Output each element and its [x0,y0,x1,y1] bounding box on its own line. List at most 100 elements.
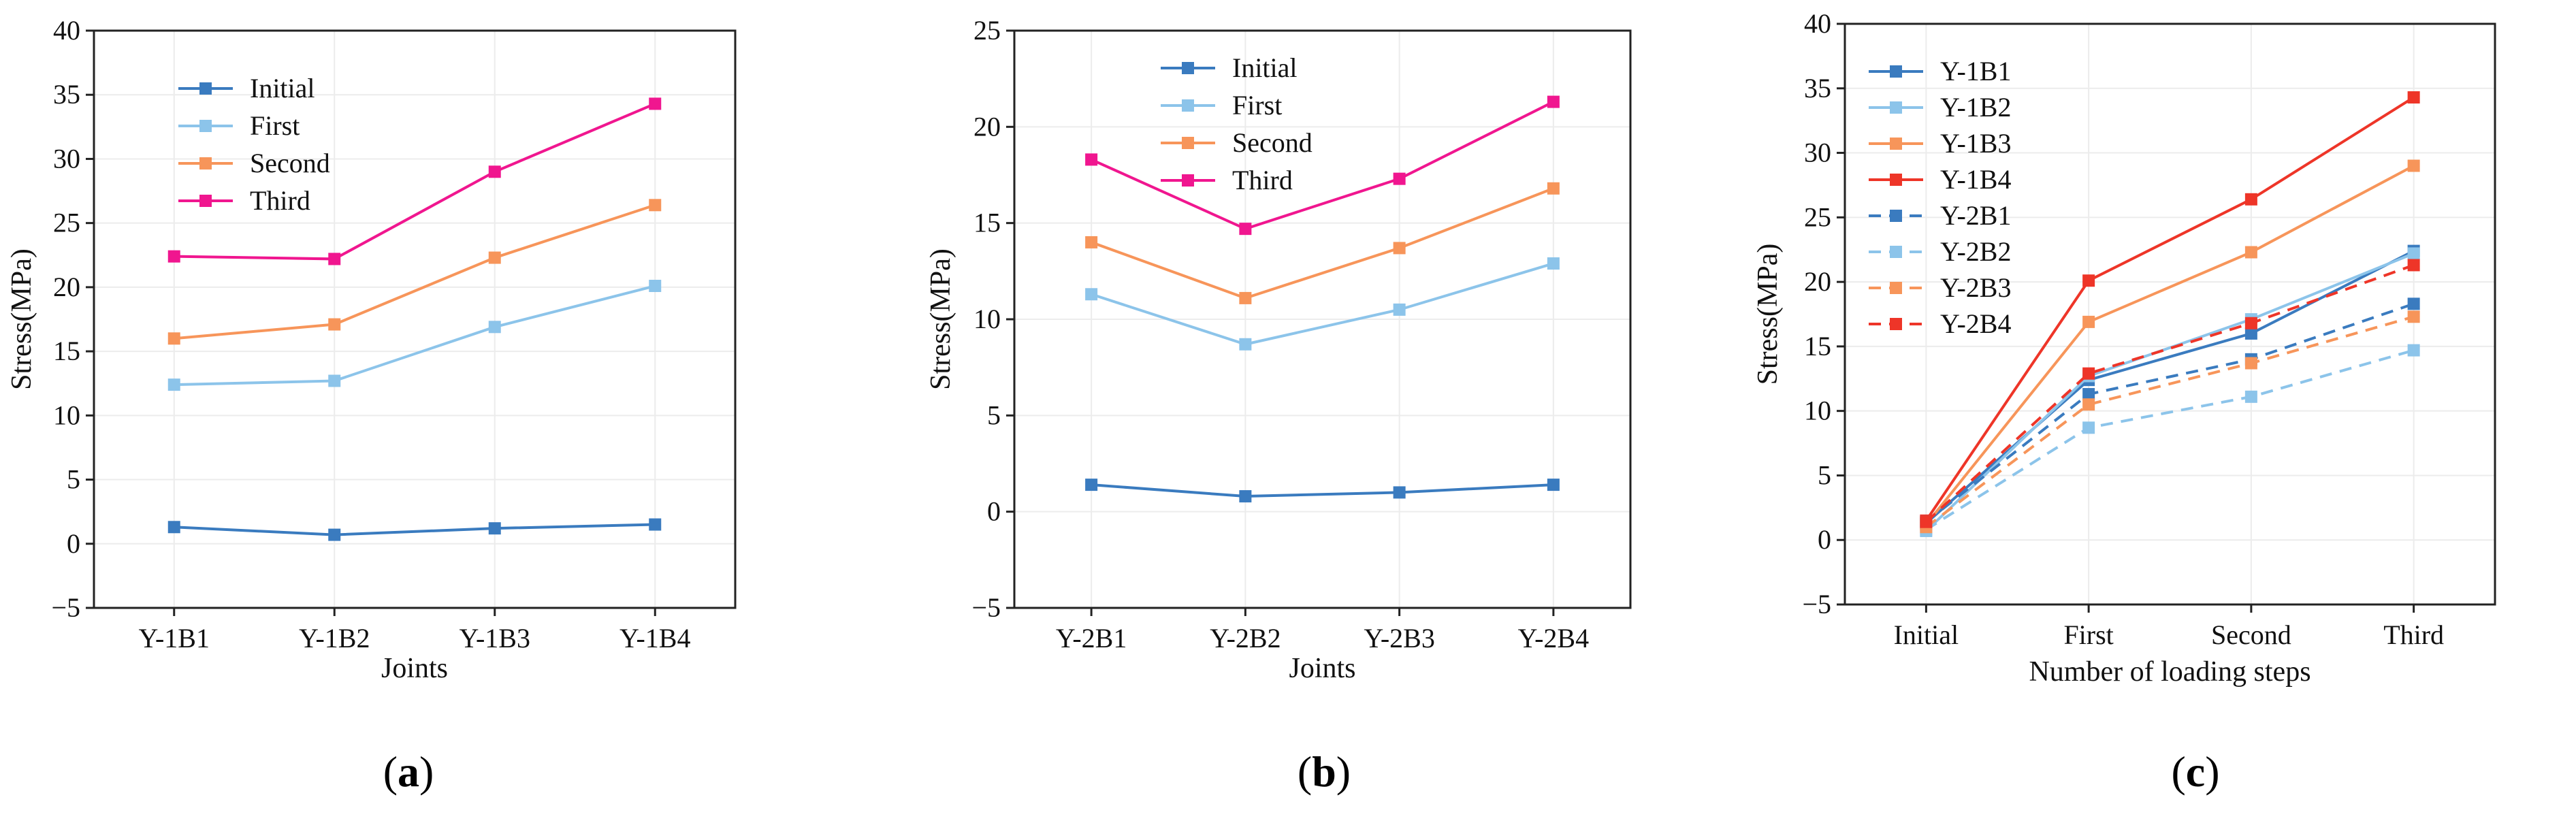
panel-caption: (c) [2171,747,2219,796]
legend-marker [1890,282,1902,294]
legend-label: Second [1232,127,1313,158]
series-line-third [1091,100,1554,231]
y-tick-label: 25 [1804,201,1831,232]
data-point-y-2b4 [2407,259,2420,272]
data-point-y-2b4 [2244,317,2257,329]
data-point-y-1b4 [2082,274,2095,287]
x-tick-label: Y-2B4 [1518,623,1589,653]
chart-a: −5 0 5 10 15 20 25 30 35 40 Y-1B1 Y-1B2 Y-1B3 Y-1B4 Jo… [6,15,737,796]
data-point-initial [488,522,501,535]
y-axis-label: Stress(MPa) [1752,244,1784,385]
data-point-y-2b2 [2244,390,2257,403]
chart-b: −5 0 5 10 15 20 25 Y-2B1 Y-2B2 Y-2B3 Y-2B4 Joints St… [925,15,1632,796]
legend-marker [1182,62,1194,74]
caption-open: ( [1298,747,1312,796]
legend-marker [1890,246,1902,258]
data-point-second [488,251,501,264]
data-point-first [1547,257,1560,270]
series-line-first [174,285,656,387]
series-line-y-1b1 [1925,249,2415,525]
series-line-y-2b2 [1925,349,2415,531]
data-point-initial [649,518,662,531]
data-point-third [328,253,341,265]
series-line-first [1091,262,1554,346]
series-line-initial [1091,483,1553,498]
legend-label: Initial [250,73,315,103]
x-tick-label: Y-2B1 [1056,623,1127,653]
chart-c: −5 0 5 10 15 20 25 30 35 40 Initial First Second Thir… [1752,8,2496,796]
data-point-first [328,374,341,387]
data-point-third [167,250,180,263]
y-tick-label: 30 [1804,138,1831,168]
caption-close: ) [419,747,434,796]
data-point-y-1b3 [2082,315,2095,328]
legend-label: First [1232,90,1282,120]
plot-frame [93,29,737,609]
panel-caption: (a) [383,747,434,796]
data-point-second [167,332,180,345]
data-point-second [1085,236,1098,248]
data-point-initial [1085,479,1098,491]
y-tick-label: 15 [53,336,80,366]
data-point-first [649,280,662,293]
data-point-third [1239,223,1252,236]
legend-label: Y-1B1 [1940,56,2011,86]
caption-open: ( [2171,747,2185,796]
data-point-y-2b3 [2407,310,2420,323]
legend-label: Y-1B2 [1940,92,2011,123]
y-axis-label: Stress(MPa) [925,248,956,390]
legend-marker [1890,174,1902,186]
data-point-third [1547,95,1560,108]
legend-marker [199,82,212,95]
data-point-first [1393,303,1406,316]
series-line-y-2b3 [1925,315,2415,528]
data-point-y-1b2 [2407,247,2420,260]
data-point-third [649,97,662,110]
x-tick-label: Initial [1894,619,1959,650]
series-line-y-1b2 [1925,252,2415,532]
data-point-y-1b3 [2407,159,2420,172]
legend-marker [1182,174,1194,187]
data-point-y-2b2 [2082,421,2095,434]
legend-marker [1182,137,1194,149]
y-tick-label: 40 [1804,8,1831,39]
x-tick-label: Y-1B3 [460,623,530,653]
caption-letter: b [1312,747,1336,796]
data-point-y-2b3 [2244,357,2257,370]
y-tick-label: 10 [1804,396,1831,426]
series-line-second [1091,187,1554,300]
x-axis-label: Number of loading steps [2029,656,2311,688]
data-point-y-2b4 [2082,367,2095,380]
y-tick-label: 40 [53,15,80,46]
data-point-third [1085,153,1098,166]
y-tick-label: 0 [987,496,1001,527]
x-tick-label: Third [2383,619,2444,650]
legend-marker [1890,318,1902,330]
legend-marker [1890,210,1902,222]
data-point-y-2b3 [2082,398,2095,411]
series-line-y-1b4 [1925,96,2415,521]
series-line-third [174,102,656,261]
x-tick-label: Second [2211,619,2291,650]
y-tick-label: 10 [53,400,80,430]
y-tick-label: 10 [973,304,1001,334]
y-tick-label: 5 [1818,459,1831,490]
data-point-initial [1547,479,1560,491]
y-tick-label: 25 [53,208,80,238]
data-point-initial [1239,490,1252,503]
series-line-y-2b4 [1925,263,2415,523]
series-line-y-1b3 [1925,164,2415,526]
legend-label: Y-2B3 [1940,272,2011,303]
data-point-y-2b4 [1920,515,1933,528]
data-point-y-1b4 [2244,193,2257,206]
x-tick-label: Y-2B2 [1210,623,1281,653]
caption-letter: c [2186,747,2205,796]
series-line-initial [174,523,656,536]
y-axis-label: Stress(MPa) [6,248,37,390]
y-tick-label: 20 [53,272,80,302]
y-tick-label: −5 [1802,589,1831,619]
legend-marker [199,157,212,170]
y-tick-label: 0 [67,528,80,559]
data-point-y-2b1 [2082,388,2095,401]
